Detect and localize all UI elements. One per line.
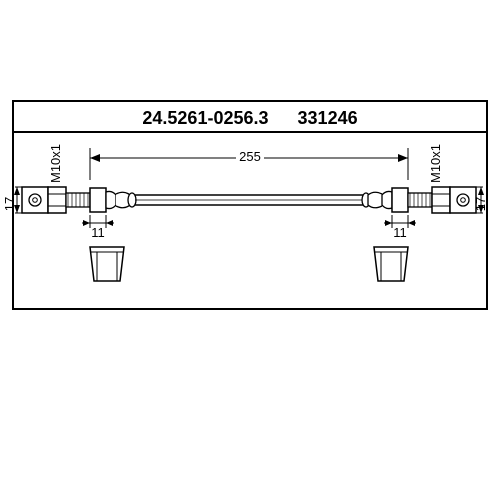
length-value: 255 [239, 149, 261, 164]
hose-body [135, 195, 363, 205]
right-collar-width: 11 [393, 225, 407, 240]
left-collar-width: 11 [91, 225, 105, 240]
drawing-svg: 255 17 M [0, 0, 500, 500]
diagram-container: 24.5261-0256.3 331246 255 [0, 0, 500, 500]
length-dimension: 255 [90, 148, 408, 180]
right-thread-label: M10x1 [428, 144, 443, 183]
right-sleeve [374, 247, 408, 281]
left-thread-label: M10x1 [48, 144, 63, 183]
right-hex-width: 17 [473, 197, 488, 211]
left-sleeve [90, 247, 124, 281]
left-hex-width: 17 [2, 197, 17, 211]
